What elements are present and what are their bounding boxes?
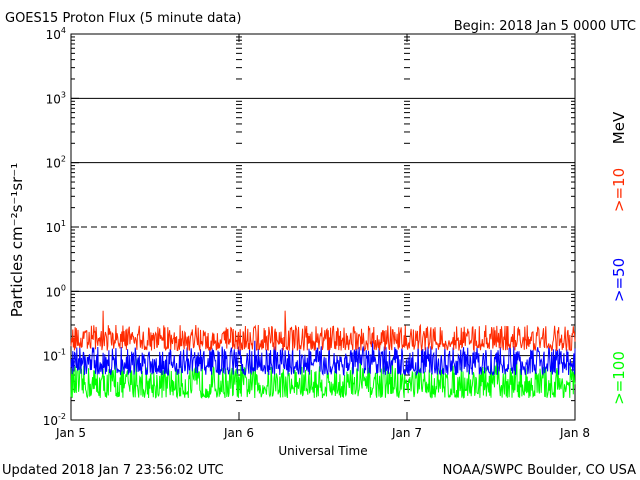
y-tick-label-5: 103 [46, 90, 66, 106]
legend-ge50: >=50 [610, 258, 628, 302]
series-lines [70, 310, 576, 400]
series-line-0 [70, 310, 576, 353]
x-tick-label-0: Jan 5 [55, 426, 86, 440]
updated-time: Updated 2018 Jan 7 23:56:02 UTC [2, 463, 224, 478]
x-axis-label: Universal Time [278, 444, 367, 458]
chart-title: GOES15 Proton Flux (5 minute data) [5, 11, 241, 26]
y-axis-label: Particles cm⁻²s⁻¹sr⁻¹ [8, 163, 26, 317]
series-line-1 [70, 340, 576, 377]
x-tick-labels: Jan 5 Jan 6 Jan 7 Jan 8 [55, 426, 590, 440]
grid-lines [71, 97, 575, 357]
x-tick-label-2: Jan 7 [391, 426, 422, 440]
y-tick-label-3: 101 [46, 219, 66, 235]
legend-ge100: >=100 [610, 351, 628, 405]
legend-ge10: >=10 [610, 168, 628, 212]
x-tick-label-1: Jan 6 [223, 426, 254, 440]
series-line-2 [70, 358, 576, 400]
units-label: MeV [610, 111, 628, 144]
y-tick-label-0: 10-2 [43, 412, 66, 428]
begin-time: Begin: 2018 Jan 5 0000 UTC [454, 19, 636, 34]
y-tick-label-1: 10-1 [43, 348, 66, 364]
credit: NOAA/SWPC Boulder, CO USA [443, 463, 636, 478]
x-tick-label-3: Jan 8 [559, 426, 590, 440]
y-tick-label-2: 100 [46, 283, 66, 299]
y-tick-label-6: 104 [46, 26, 66, 42]
y-tick-label-4: 102 [46, 155, 66, 171]
y-tick-labels: 10-2 10-1 100 101 102 103 104 [43, 26, 66, 428]
